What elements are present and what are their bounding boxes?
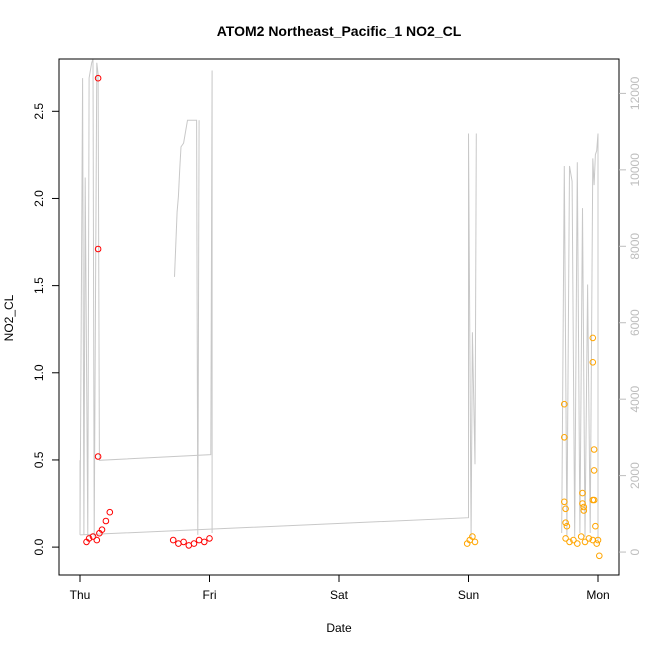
data-point-5-4	[562, 519, 569, 527]
data-point-3-2	[469, 533, 476, 540]
data-point-4-3	[574, 540, 581, 547]
x-tick-label-3: Sun	[458, 588, 479, 602]
data-point-5-14	[590, 467, 598, 474]
y2-tick-label-1: 2000	[628, 462, 642, 489]
y2-tick-label-3: 6000	[628, 309, 642, 336]
y2-tick-label-0: 0	[628, 548, 642, 555]
x-tick-label-0: Thu	[70, 588, 91, 602]
x-tick-label-1: Fri	[203, 588, 217, 602]
altitude-line-3	[561, 133, 599, 541]
chart-title: ATOM2 Northeast_Pacific_1 NO2_CL	[217, 23, 462, 39]
altitude-line-1	[174, 119, 200, 535]
altitude-line-2	[79, 133, 477, 537]
data-point-5-10	[589, 334, 597, 342]
data-point-5-8	[580, 503, 588, 511]
data-point-5-5	[563, 522, 571, 530]
data-point-5-6	[579, 489, 586, 497]
y2-tick-label-2: 4000	[628, 386, 642, 413]
data-point-2-2	[180, 538, 187, 546]
y2-tick-label-6: 12000	[628, 76, 642, 110]
data-point-1-0	[94, 74, 102, 82]
x-tick-label-4: Mon	[586, 588, 609, 602]
data-point-4-1	[566, 538, 573, 546]
y-tick-label-5: 2.5	[32, 103, 46, 120]
x-axis-label: Date	[326, 621, 352, 635]
data-point-3-3	[471, 538, 479, 546]
data-point-5-0	[561, 400, 568, 408]
data-point-0-3	[93, 536, 101, 544]
y-tick-label-0: 0.0	[32, 538, 46, 555]
data-point-0-5	[98, 526, 106, 534]
y-tick-label-1: 0.5	[32, 451, 46, 468]
y-tick-label-2: 1.0	[32, 364, 46, 381]
data-points	[83, 74, 603, 560]
data-point-2-0	[169, 536, 177, 544]
data-point-4-6	[585, 535, 593, 542]
y2-tick-label-5: 10000	[628, 153, 642, 187]
data-point-0-7	[106, 508, 114, 516]
data-point-4-2	[570, 536, 577, 544]
data-point-5-1	[561, 434, 568, 441]
data-point-0-1	[85, 535, 93, 542]
data-point-5-3	[562, 505, 569, 513]
data-point-1-2	[94, 453, 102, 460]
data-point-2-4	[190, 540, 198, 547]
data-point-4-5	[581, 538, 589, 546]
data-point-5-17	[596, 552, 603, 560]
data-point-5-16	[592, 522, 599, 530]
data-point-5-2	[561, 498, 568, 506]
y-tick-label-3: 1.5	[32, 277, 46, 294]
data-point-5-9	[580, 507, 588, 514]
data-point-5-15	[590, 496, 598, 504]
data-point-2-7	[206, 535, 213, 542]
y2-tick-label-4: 8000	[628, 233, 642, 260]
data-point-2-6	[201, 538, 208, 546]
data-point-0-2	[89, 533, 97, 540]
data-point-5-13	[590, 446, 598, 453]
data-point-4-9	[594, 536, 602, 544]
data-point-0-6	[102, 517, 110, 525]
data-point-5-11	[589, 359, 597, 366]
y-tick-label-4: 2.0	[32, 190, 46, 207]
data-point-4-8	[593, 540, 601, 547]
axes: Thu Fri Sat Sun Mon 0.0 0.5 1.0 1.5 2.0 2.5 0 2000 40…	[32, 76, 642, 602]
data-point-4-4	[577, 533, 585, 540]
data-point-5-7	[579, 500, 586, 507]
x-tick-label-2: Sat	[330, 588, 349, 602]
data-point-1-1	[94, 245, 102, 253]
y-axis-label: NO2_CL	[2, 294, 16, 341]
data-point-4-0	[562, 535, 569, 542]
